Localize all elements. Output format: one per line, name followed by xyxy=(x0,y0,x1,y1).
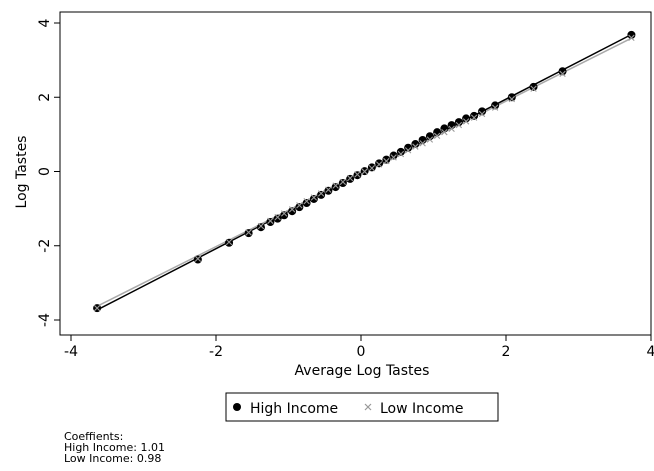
point-low-income-37 xyxy=(530,85,537,92)
point-low-income-10 xyxy=(303,198,310,205)
y-axis-label: Log Tastes xyxy=(14,136,30,209)
coefficient-high-income: High Income: 1.01 xyxy=(64,441,165,454)
axes: -4 -2 0 2 4 -4 -2 0 2 4 xyxy=(37,11,654,360)
point-low-income-22 xyxy=(390,154,397,161)
point-low-income-26 xyxy=(419,140,426,147)
point-high-income-14 xyxy=(331,183,340,192)
point-low-income-7 xyxy=(280,210,288,217)
y-tick-label-3: 2 xyxy=(37,93,53,102)
legend: High Income Low Income xyxy=(225,392,499,422)
point-high-income-12 xyxy=(317,190,326,199)
point-low-income-2 xyxy=(225,238,233,246)
y-tick-label-1: -2 xyxy=(37,239,53,253)
x-tick-label-1: -2 xyxy=(209,344,223,360)
point-low-income-31 xyxy=(455,121,463,129)
point-high-income-5 xyxy=(266,217,275,226)
point-low-income-18 xyxy=(361,168,368,175)
point-low-income-30 xyxy=(448,125,455,132)
point-low-income-32 xyxy=(462,118,470,125)
point-low-income-0 xyxy=(93,304,101,312)
point-low-income-27 xyxy=(426,136,434,143)
y-tick-label-0: -4 xyxy=(37,313,53,327)
legend-marker-low-income xyxy=(364,403,372,411)
point-high-income-7 xyxy=(280,211,289,220)
point-high-income-21 xyxy=(382,155,391,164)
point-low-income-6 xyxy=(274,213,281,221)
point-high-income-32 xyxy=(462,114,471,123)
point-high-income-31 xyxy=(454,118,463,127)
point-high-income-20 xyxy=(375,159,384,168)
point-low-income-16 xyxy=(346,174,354,182)
y-tick-label-2: 0 xyxy=(37,167,53,176)
point-low-income-28 xyxy=(433,132,441,140)
point-high-income-15 xyxy=(338,179,347,188)
point-high-income-33 xyxy=(470,111,479,120)
point-low-income-4 xyxy=(257,222,265,230)
point-high-income-11 xyxy=(309,194,318,203)
point-low-income-15 xyxy=(339,178,347,186)
point-high-income-9 xyxy=(295,203,304,212)
point-low-income-36 xyxy=(508,95,515,103)
legend-label-low-income: Low Income xyxy=(380,401,464,417)
point-high-income-6 xyxy=(273,214,282,223)
point-high-income-30 xyxy=(447,121,456,130)
plot-area xyxy=(93,30,636,313)
point-low-income-23 xyxy=(397,150,405,158)
point-low-income-11 xyxy=(310,194,318,201)
point-high-income-4 xyxy=(256,223,265,232)
point-low-income-24 xyxy=(404,147,412,154)
point-low-income-12 xyxy=(317,190,325,197)
legend-marker-high-income xyxy=(233,403,241,411)
point-high-income-8 xyxy=(288,207,297,216)
point-low-income-5 xyxy=(267,217,274,225)
point-low-income-3 xyxy=(245,229,252,236)
point-high-income-10 xyxy=(302,199,311,208)
legend-box xyxy=(225,392,499,422)
point-low-income-20 xyxy=(375,161,383,168)
coefficients-heading: Coeffients: xyxy=(64,430,124,443)
x-tick-label-4: 4 xyxy=(647,344,654,360)
x-tick-label-3: 2 xyxy=(502,344,511,360)
point-low-income-14 xyxy=(332,182,339,189)
point-low-income-34 xyxy=(478,110,486,118)
point-high-income-24 xyxy=(404,143,413,152)
point-low-income-39 xyxy=(628,34,635,42)
point-low-income-8 xyxy=(288,206,296,213)
point-low-income-25 xyxy=(412,143,419,150)
point-high-income-28 xyxy=(433,128,442,137)
legend-label-high-income: High Income xyxy=(250,401,338,417)
point-low-income-1 xyxy=(194,255,202,262)
point-high-income-35 xyxy=(491,101,500,110)
point-low-income-35 xyxy=(491,104,499,111)
point-low-income-21 xyxy=(383,157,390,165)
point-high-income-37 xyxy=(529,82,538,91)
point-low-income-33 xyxy=(470,114,478,121)
point-low-income-17 xyxy=(354,171,361,178)
point-high-income-38 xyxy=(558,67,567,76)
point-high-income-39 xyxy=(627,30,636,39)
x-axis-label: Average Log Tastes xyxy=(295,363,430,379)
x-tick-label-0: -4 xyxy=(64,344,78,360)
point-low-income-29 xyxy=(441,128,448,136)
point-high-income-34 xyxy=(478,107,487,116)
point-high-income-23 xyxy=(396,147,405,156)
point-high-income-22 xyxy=(389,151,398,160)
coefficient-low-income: Low Income: 0.98 xyxy=(64,452,162,465)
point-high-income-36 xyxy=(507,93,516,102)
point-low-income-13 xyxy=(325,186,332,193)
plot-frame xyxy=(59,11,652,336)
point-low-income-38 xyxy=(559,70,566,78)
point-high-income-29 xyxy=(440,124,449,133)
point-low-income-9 xyxy=(296,202,303,209)
y-tick-label-4: 4 xyxy=(37,18,53,27)
x-tick-label-2: 0 xyxy=(357,344,366,360)
point-high-income-25 xyxy=(411,140,420,149)
point-low-income-19 xyxy=(368,164,376,172)
point-high-income-13 xyxy=(324,186,333,195)
